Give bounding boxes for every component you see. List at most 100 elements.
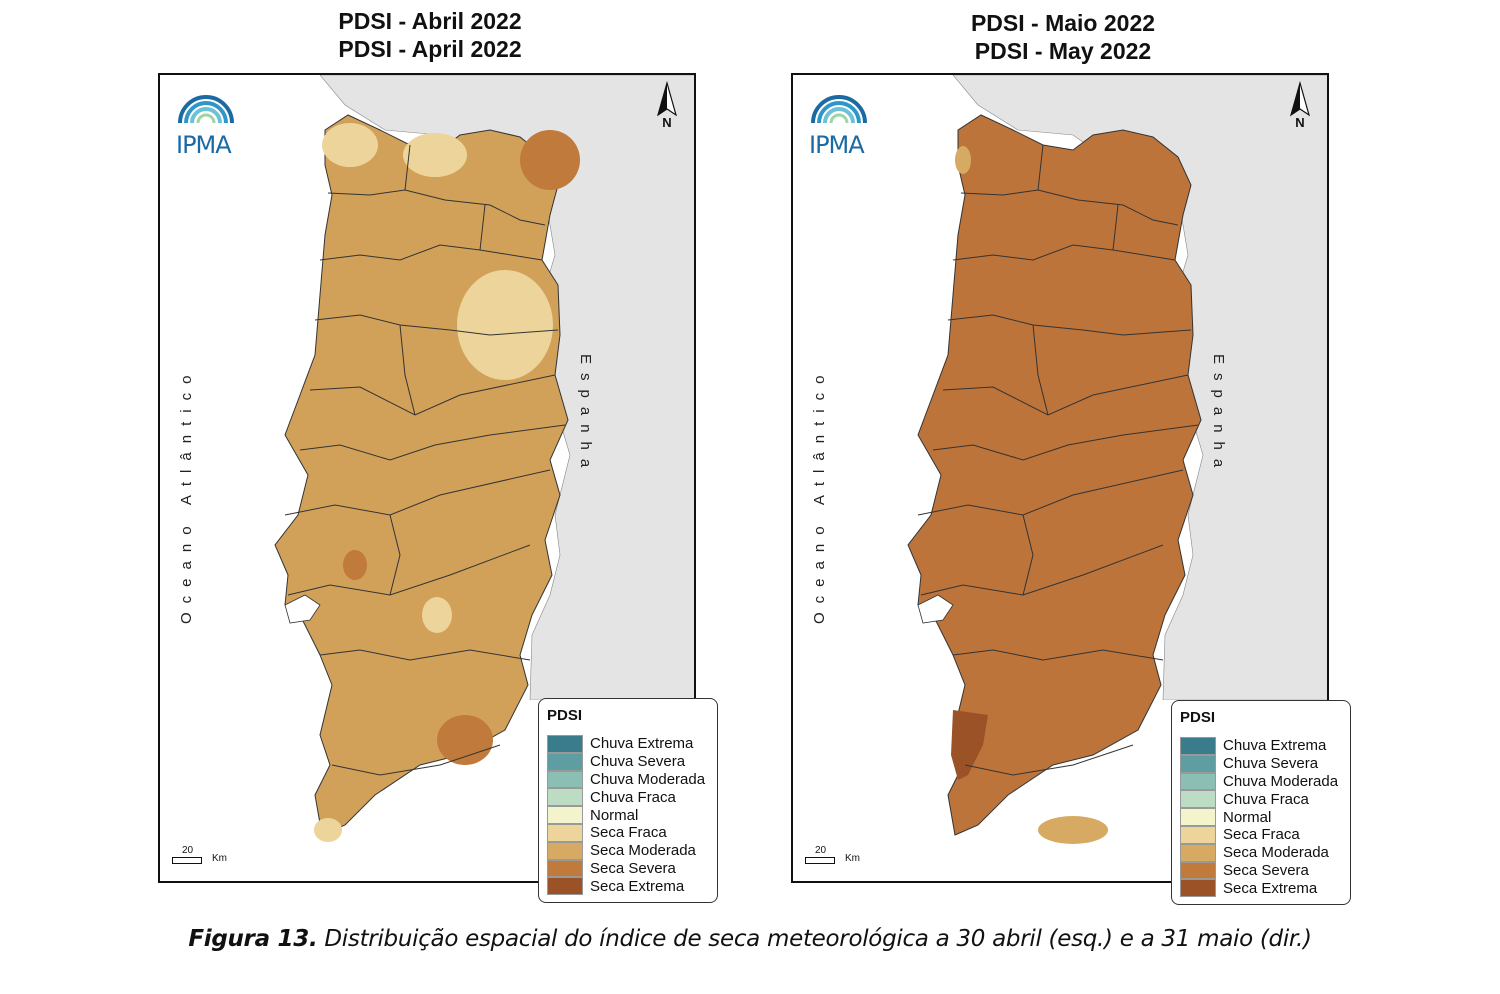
spain-label: Espanha <box>1210 353 1227 477</box>
legend-label: Chuva Fraca <box>590 788 676 806</box>
ipma-arcs-icon <box>811 95 867 124</box>
scale-value: 20 <box>182 845 194 856</box>
legend-item: Chuva Fraca <box>547 788 705 807</box>
scale-bar-graphic <box>172 857 202 864</box>
legend-item: Chuva Moderada <box>1180 772 1338 791</box>
seca-moderada-patch <box>955 146 971 174</box>
ipma-logo: IPMA <box>172 87 240 159</box>
legend-item: Seca Fraca <box>547 823 705 842</box>
legend-swatch <box>1180 825 1216 844</box>
legend-title: PDSI <box>1180 709 1216 726</box>
legend-label: Seca Extrema <box>590 877 685 895</box>
scale-value: 20 <box>815 845 827 856</box>
legend-label: Chuva Severa <box>1223 755 1319 773</box>
ocean-label: Oceano Atlântico <box>811 366 828 624</box>
legend-swatch <box>1180 861 1216 880</box>
ipma-arcs-icon <box>178 95 234 124</box>
legend-item: Normal <box>1180 808 1338 826</box>
legend-label: Seca Moderada <box>1223 844 1329 862</box>
legend-swatch <box>547 788 583 807</box>
legend-item: Chuva Moderada <box>547 770 706 789</box>
ipma-logo-text: IPMA <box>809 131 865 159</box>
seca-severa-patch <box>520 130 580 190</box>
legend-label: Chuva Moderada <box>590 770 706 788</box>
legend-swatch <box>1180 808 1216 826</box>
legend-item: Chuva Severa <box>547 752 705 771</box>
district-boundaries <box>284 144 566 776</box>
seca-moderada-patch <box>1038 816 1108 844</box>
legend-swatch <box>1180 790 1216 809</box>
legend-swatch <box>1180 843 1216 862</box>
legend-label: Normal <box>590 806 639 824</box>
seca-fraca-patch <box>403 133 467 177</box>
legend-item: Seca Moderada <box>547 841 705 860</box>
legend-label: Seca Fraca <box>1223 826 1300 844</box>
legend-items: Chuva Extrema Chuva Severa Chuva Moderad… <box>547 735 706 896</box>
legend-swatch <box>547 877 583 896</box>
legend-label: Seca Moderada <box>590 842 696 860</box>
legend-swatch <box>1180 772 1216 791</box>
legend-item: Normal <box>547 806 705 824</box>
seca-extrema-patch <box>951 710 988 780</box>
legend-label: Normal <box>1223 808 1272 826</box>
map-title-line2: PDSI - April 2022 <box>338 36 522 62</box>
scale-unit: Km <box>845 853 860 864</box>
district-boundaries <box>917 144 1199 776</box>
legend-swatch <box>547 752 583 771</box>
legend-items: Chuva Extrema Chuva Severa Chuva Moderad… <box>1180 737 1338 898</box>
map-frame: IPMA N Oceano Atlântico Espanha 20 Km <box>158 73 696 883</box>
seca-severa-patch <box>343 550 367 580</box>
seca-fraca-patch <box>422 597 452 633</box>
map-title-line1: PDSI - Abril 2022 <box>338 8 522 34</box>
legend-swatch <box>547 859 583 878</box>
legend-item: Seca Extrema <box>1180 879 1338 898</box>
legend-item: Seca Severa <box>547 859 705 878</box>
ocean-label: Oceano Atlântico <box>178 366 195 624</box>
north-label: N <box>1295 115 1305 130</box>
legend-swatch <box>1180 879 1216 898</box>
legend-label: Chuva Extrema <box>590 735 694 753</box>
spain-label: Espanha <box>577 353 594 477</box>
seca-fraca-patch <box>314 818 342 842</box>
ipma-logo-text: IPMA <box>176 131 232 159</box>
legend-item: Seca Moderada <box>1180 843 1338 862</box>
legend-item: Seca Severa <box>1180 861 1338 880</box>
legend-swatch <box>547 770 583 789</box>
legend-item: Chuva Extrema <box>547 735 705 753</box>
legend-swatch <box>1180 754 1216 773</box>
legend-label: Seca Fraca <box>590 824 667 842</box>
figure-caption: Figura 13. Distribuição espacial do índi… <box>0 926 1500 952</box>
legend-label: Seca Extrema <box>1223 879 1318 897</box>
legend-label: Chuva Fraca <box>1223 790 1309 808</box>
portugal-region <box>907 114 1202 836</box>
scale-bar: 20 Km <box>170 845 240 869</box>
legend-label: Chuva Extrema <box>1223 737 1327 755</box>
ipma-logo: IPMA <box>805 87 873 159</box>
caption-label: Figura 13. <box>188 926 318 952</box>
legend-item: Chuva Fraca <box>1180 790 1338 809</box>
legend-item: Chuva Severa <box>1180 754 1338 773</box>
map-svg <box>160 75 694 881</box>
legend-swatch <box>1180 737 1216 755</box>
north-label: N <box>662 115 672 130</box>
seca-fraca-patch <box>457 270 553 380</box>
caption-text: Distribuição espacial do índice de seca … <box>317 926 1312 952</box>
legend-label: Chuva Severa <box>590 753 686 771</box>
seca-fraca-patch <box>322 123 378 167</box>
legend-item: Seca Extrema <box>547 877 705 896</box>
legend-label: Seca Severa <box>1223 861 1309 879</box>
scale-bar-graphic <box>805 857 835 864</box>
seca-severa-patch <box>437 715 493 765</box>
legend: PDSI Chuva Extrema Chuva Severa Chuva Mo… <box>538 698 718 903</box>
north-arrow-icon <box>1283 81 1317 137</box>
legend-label: Seca Severa <box>590 859 676 877</box>
legend-item: Seca Fraca <box>1180 825 1338 844</box>
legend-swatch <box>547 735 583 753</box>
scale-bar: 20 Km <box>803 845 873 869</box>
map-title-line2: PDSI - May 2022 <box>974 38 1152 64</box>
legend: PDSI Chuva Extrema Chuva Severa Chuva Mo… <box>1171 700 1351 905</box>
map-panel-april: PDSI - Abril 2022 PDSI - April 2022 <box>150 0 718 903</box>
scale-unit: Km <box>212 853 227 864</box>
legend-title: PDSI <box>547 707 583 724</box>
legend-swatch <box>547 806 583 824</box>
